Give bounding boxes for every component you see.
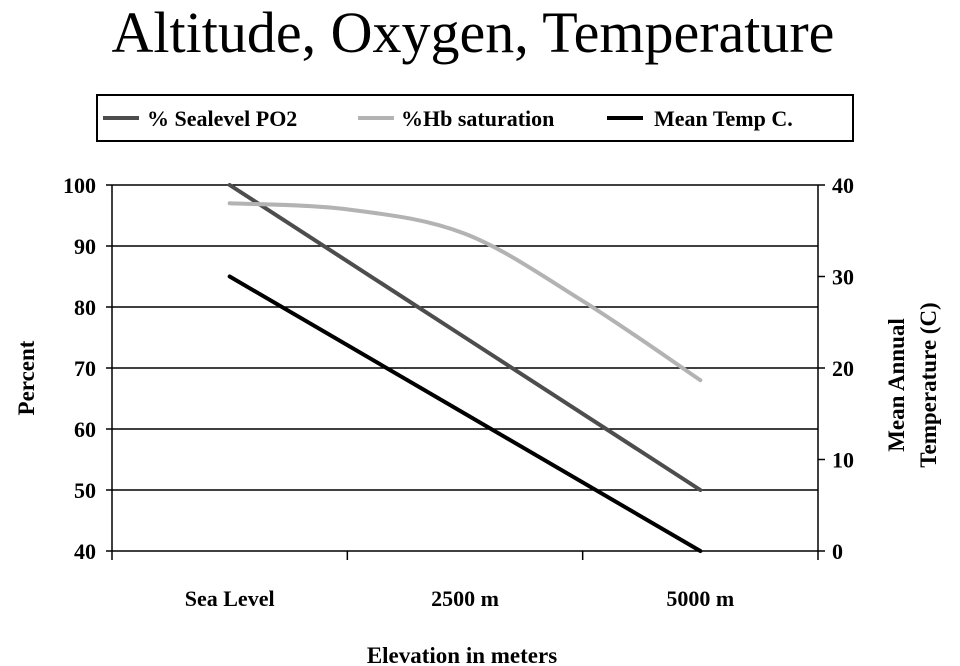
y-tick-label: 100 <box>63 173 96 198</box>
y2-axis-label-line-1: Mean Annual <box>884 318 909 452</box>
y-tick-label: 80 <box>74 295 96 320</box>
legend-label: Mean Temp C. <box>654 106 793 131</box>
legend-label: % Sealevel PO2 <box>147 106 297 131</box>
plot-area: 40 50 60 70 80 90 100 0 10 20 30 40 Sea Level 2500 m 5… <box>63 173 854 611</box>
x-tick-label: Sea Level <box>185 586 275 611</box>
y2-tick-label: 40 <box>832 173 854 198</box>
legend-label: %Hb saturation <box>401 106 554 131</box>
y-tick-label: 70 <box>74 356 96 381</box>
y2-tick-label: 20 <box>832 356 854 381</box>
x-tick-label: 2500 m <box>431 586 499 611</box>
legend: % Sealevel PO2 %Hb saturation Mean Temp C. <box>96 94 854 142</box>
y2-tick-label: 30 <box>832 265 854 290</box>
y-tick-label: 60 <box>74 417 96 442</box>
chart-title: Altitude, Oxygen, Temperature <box>112 0 835 65</box>
series-line <box>227 183 703 492</box>
legend-box <box>96 94 854 142</box>
x-axis-label: Elevation in meters <box>367 643 557 666</box>
series-line <box>227 201 703 383</box>
y-tick-label: 50 <box>74 478 96 503</box>
y2-axis-label-line-2: Temperature (C) <box>916 302 941 467</box>
x-tick-label: 5000 m <box>666 586 734 611</box>
series-line <box>227 274 703 553</box>
y-tick-label: 40 <box>74 539 96 564</box>
y2-tick-label: 10 <box>832 448 854 473</box>
y2-tick-label: 0 <box>832 539 843 564</box>
y-axis-label: Percent <box>14 340 39 415</box>
y-tick-label: 90 <box>74 234 96 259</box>
